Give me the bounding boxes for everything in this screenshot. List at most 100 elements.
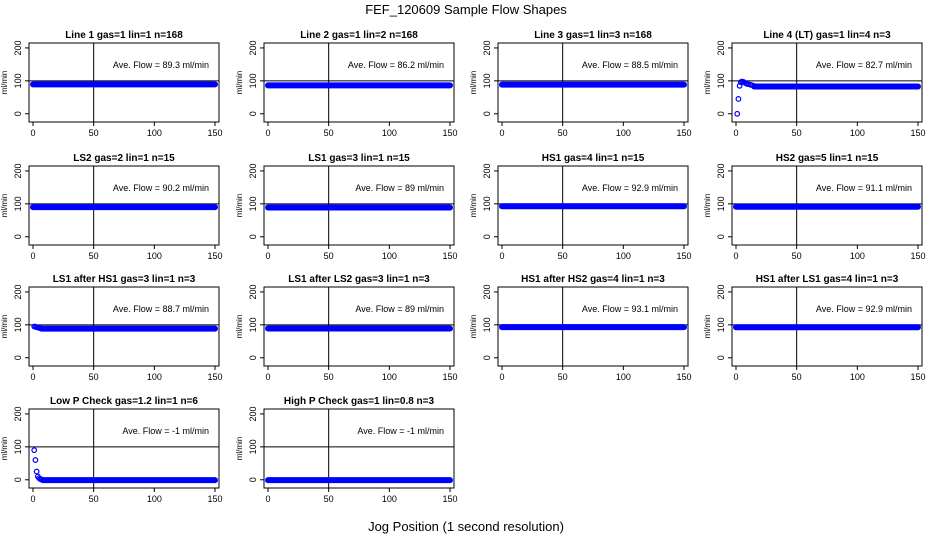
- y-tick-label: 0: [248, 234, 258, 239]
- chart-panel: HS1 gas=4 lin=1 n=15 ml/min 0 100 200 0 50 100 1…: [469, 153, 692, 261]
- avg-flow-annotation: Ave. Flow = 92.9 ml/min: [582, 183, 678, 193]
- x-tick-label: 50: [558, 128, 568, 138]
- y-tick-label: 0: [248, 477, 258, 482]
- y-tick-label: 200: [482, 163, 492, 178]
- x-tick-label: 150: [207, 251, 222, 261]
- x-tick-label: 100: [382, 494, 397, 504]
- panel-title: LS1 gas=3 lin=1 n=15: [308, 153, 410, 164]
- chart-panel: LS2 gas=2 lin=1 n=15 ml/min 0 100 200 0 50 100 1…: [0, 153, 223, 261]
- data-series-steady: [499, 324, 687, 331]
- x-tick-label: 150: [910, 251, 925, 261]
- avg-flow-annotation: Ave. Flow = 88.5 ml/min: [582, 60, 678, 70]
- chart-panel: HS1 after HS2 gas=4 lin=1 n=3 ml/min 0 100 2…: [469, 274, 692, 382]
- y-tick-label: 200: [248, 40, 258, 55]
- chart-panel: HS2 gas=5 lin=1 n=15 ml/min 0 100 200 0 50 100 1…: [703, 153, 926, 261]
- x-tick-label: 50: [558, 372, 568, 382]
- y-axis-label: ml/min: [703, 194, 712, 218]
- y-tick-label: 0: [13, 111, 23, 116]
- y-axis-label: ml/min: [235, 315, 244, 339]
- x-tick-label: 150: [207, 128, 222, 138]
- avg-flow-annotation: Ave. Flow = -1 ml/min: [357, 426, 444, 436]
- y-axis-label: ml/min: [0, 194, 9, 218]
- y-tick-label: 100: [482, 196, 492, 211]
- y-axis-label: ml/min: [0, 315, 9, 339]
- x-tick-label: 150: [442, 494, 457, 504]
- y-tick-label: 0: [716, 111, 726, 116]
- panel-title: HS1 after LS1 gas=4 lin=1 n=3: [756, 274, 899, 285]
- panel-title: Line 4 (LT) gas=1 lin=4 n=3: [763, 30, 891, 41]
- y-tick-label: 100: [248, 73, 258, 88]
- x-tick-label: 0: [733, 251, 738, 261]
- plot-frame: [497, 42, 689, 123]
- figure-xlabel: Jog Position (1 second resolution): [368, 519, 564, 534]
- y-tick-label: 200: [248, 163, 258, 178]
- panel-title: Low P Check gas=1.2 lin=1 n=6: [50, 396, 198, 407]
- panel-title: Line 1 gas=1 lin=1 n=168: [65, 30, 183, 41]
- x-tick-label: 0: [499, 251, 504, 261]
- x-tick-label: 50: [89, 494, 99, 504]
- plot-frame: [263, 286, 455, 367]
- x-tick-label: 150: [676, 372, 691, 382]
- avg-flow-annotation: Ave. Flow = 91.1 ml/min: [816, 183, 912, 193]
- panel-title: High P Check gas=1 lin=0.8 n=3: [284, 396, 435, 407]
- y-axis-label: ml/min: [0, 71, 9, 95]
- chart-panel: Line 4 (LT) gas=1 lin=4 n=3 ml/min 0 100 200…: [703, 30, 926, 138]
- x-tick-label: 150: [207, 372, 222, 382]
- chart-panel: LS1 gas=3 lin=1 n=15 ml/min 0 100 200 0 50 100 1…: [235, 153, 458, 261]
- x-tick-label: 0: [30, 372, 35, 382]
- y-tick-label: 100: [13, 317, 23, 332]
- x-tick-label: 100: [147, 372, 162, 382]
- x-tick-label: 100: [850, 251, 865, 261]
- y-tick-label: 100: [716, 196, 726, 211]
- x-tick-label: 50: [324, 251, 334, 261]
- plot-frame: [263, 42, 455, 123]
- plot-frame: [263, 165, 455, 246]
- avg-flow-annotation: Ave. Flow = 89.3 ml/min: [113, 60, 209, 70]
- plot-frame: [731, 286, 923, 367]
- y-axis-label: ml/min: [703, 315, 712, 339]
- chart-panel: Line 2 gas=1 lin=2 n=168 ml/min 0 100 200 0 50…: [235, 30, 458, 138]
- x-tick-label: 0: [733, 372, 738, 382]
- chart-panel: Low P Check gas=1.2 lin=1 n=6 ml/min 0 100 2…: [0, 396, 223, 504]
- x-tick-label: 100: [382, 128, 397, 138]
- y-tick-label: 200: [13, 284, 23, 299]
- data-point: [736, 82, 743, 89]
- x-tick-label: 150: [910, 372, 925, 382]
- x-tick-label: 100: [382, 251, 397, 261]
- chart-panel: Line 3 gas=1 lin=3 n=168 ml/min 0 100 200 0 50…: [469, 30, 692, 138]
- x-tick-label: 100: [850, 128, 865, 138]
- data-point: [31, 447, 38, 454]
- panel-title: HS2 gas=5 lin=1 n=15: [776, 153, 879, 164]
- data-series-steady: [39, 477, 218, 484]
- panel-title: HS1 gas=4 lin=1 n=15: [542, 153, 645, 164]
- data-series-steady: [265, 477, 453, 484]
- y-tick-label: 100: [13, 73, 23, 88]
- y-tick-label: 200: [716, 284, 726, 299]
- avg-flow-annotation: Ave. Flow = 86.2 ml/min: [348, 60, 444, 70]
- x-tick-label: 50: [792, 128, 802, 138]
- x-tick-label: 100: [850, 372, 865, 382]
- x-tick-label: 50: [324, 128, 334, 138]
- plot-frame: [497, 286, 689, 367]
- y-tick-label: 0: [482, 355, 492, 360]
- plot-frame: [28, 165, 220, 246]
- data-series-steady: [265, 82, 453, 89]
- data-series-steady: [733, 324, 921, 331]
- data-series-steady: [499, 203, 687, 210]
- panel-title: Line 2 gas=1 lin=2 n=168: [300, 30, 418, 41]
- y-tick-label: 0: [13, 234, 23, 239]
- x-tick-label: 50: [558, 251, 568, 261]
- data-point: [734, 110, 741, 117]
- y-tick-label: 100: [482, 73, 492, 88]
- y-tick-label: 0: [248, 111, 258, 116]
- plot-frame: [28, 42, 220, 123]
- y-tick-label: 200: [248, 284, 258, 299]
- y-axis-label: ml/min: [235, 71, 244, 95]
- x-tick-label: 100: [382, 372, 397, 382]
- x-tick-label: 0: [733, 128, 738, 138]
- y-axis-label: ml/min: [0, 437, 9, 461]
- y-tick-label: 100: [13, 196, 23, 211]
- chart-panel: LS1 after LS2 gas=3 lin=1 n=3 ml/min 0 100 2…: [235, 274, 458, 382]
- y-tick-label: 200: [13, 163, 23, 178]
